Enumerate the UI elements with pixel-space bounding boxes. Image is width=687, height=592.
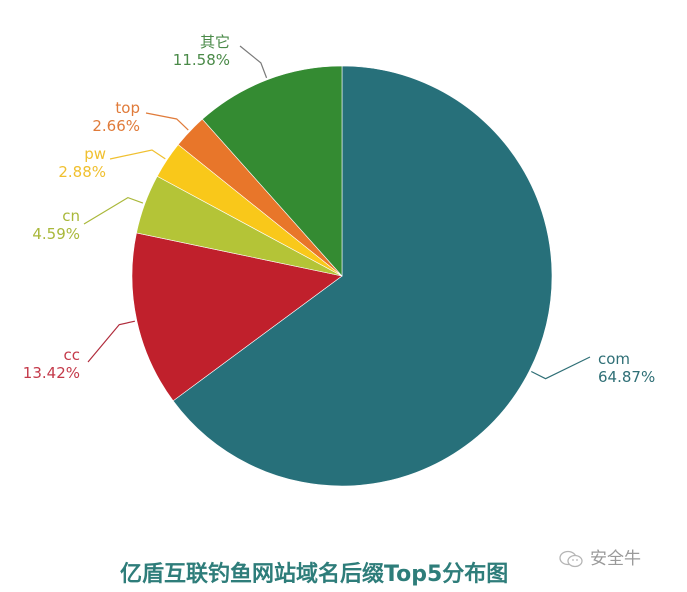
label-percent: 2.66%	[92, 117, 140, 135]
label-name: top	[115, 99, 140, 117]
label-percent: 2.88%	[58, 163, 106, 181]
label-name: pw	[84, 145, 106, 163]
watermark: 安全牛	[558, 544, 641, 569]
label-percent: 11.58%	[172, 51, 230, 69]
label-com: com 64.87%	[598, 350, 655, 386]
label-pw: pw 2.88%	[46, 145, 106, 181]
label-percent: 13.42%	[22, 364, 80, 382]
label-percent: 4.59%	[32, 225, 80, 243]
label-name: com	[598, 350, 631, 368]
label-percent: 64.87%	[598, 368, 656, 386]
pie-slice-cc	[131, 232, 343, 402]
watermark-text: 安全牛	[590, 549, 641, 569]
label-top: top 2.66%	[80, 99, 140, 135]
label-other: 其它 11.58%	[150, 33, 230, 69]
leader-line	[239, 45, 268, 79]
wechat-icon	[559, 550, 583, 568]
label-name: 其它	[199, 33, 230, 51]
leader-line	[531, 356, 591, 380]
leader-line	[83, 196, 144, 225]
leader-line	[145, 112, 189, 131]
pie-slice-com	[172, 65, 553, 487]
chart-title: 亿盾互联钓鱼网站域名后缀Top5分布图	[120, 562, 509, 587]
label-cn: cn 4.59%	[20, 207, 80, 243]
label-name: cc	[63, 346, 81, 364]
label-cc: cc 13.42%	[14, 346, 80, 382]
pie-slice-other	[201, 65, 343, 277]
leader-line	[109, 149, 166, 160]
leader-line	[87, 320, 136, 363]
label-name: cn	[62, 207, 80, 225]
